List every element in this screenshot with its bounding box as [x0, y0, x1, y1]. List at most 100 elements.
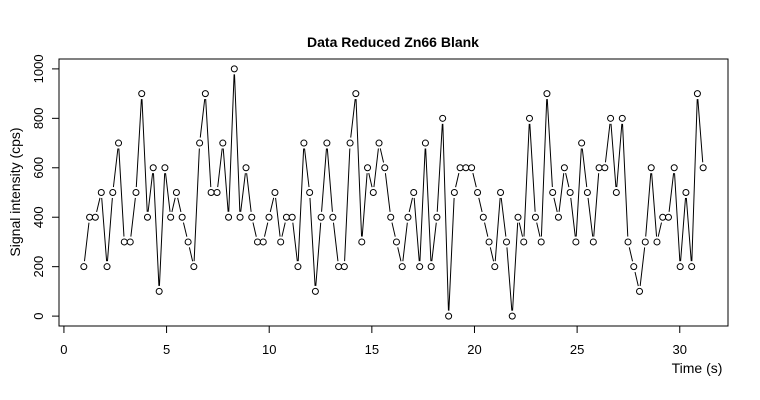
data-point: [375, 139, 383, 147]
data-point: [630, 263, 638, 271]
data-point: [115, 139, 123, 147]
data-point: [294, 263, 302, 271]
data-point: [525, 114, 533, 122]
data-point: [346, 139, 354, 147]
data-point: [381, 164, 389, 172]
chart-title: Data Reduced Zn66 Blank: [307, 34, 479, 50]
data-point: [450, 189, 458, 196]
data-point: [462, 164, 470, 172]
data-point: [560, 164, 568, 172]
y-tick-label: 0: [31, 312, 46, 319]
data-point: [589, 238, 597, 246]
data-point: [554, 213, 562, 221]
data-point: [641, 238, 649, 246]
data-point: [155, 287, 163, 295]
data-point: [601, 164, 609, 172]
x-axis-label: Time (s): [672, 360, 723, 376]
data-point: [514, 213, 522, 221]
data-point: [172, 189, 180, 196]
data-point: [607, 114, 615, 122]
data-point: [80, 263, 88, 271]
x-tick-label: 25: [570, 342, 584, 357]
data-point: [184, 238, 192, 246]
data-point: [103, 263, 111, 271]
data-point: [242, 164, 250, 172]
data-point: [612, 189, 620, 196]
data-point: [445, 312, 453, 320]
data-point: [549, 189, 557, 196]
data-point: [479, 213, 487, 221]
data-point: [254, 238, 262, 246]
data-point: [178, 213, 186, 221]
data-point: [329, 213, 337, 221]
data-point: [653, 238, 661, 246]
data-point: [248, 213, 256, 221]
data-point: [688, 263, 696, 271]
data-point: [387, 213, 395, 221]
data-point: [143, 213, 151, 221]
y-axis-label: Signal intensity (cps): [7, 127, 23, 256]
data-point: [404, 213, 412, 221]
x-tick-label: 15: [365, 342, 379, 357]
data-point: [433, 213, 441, 221]
y-tick-label: 800: [31, 107, 46, 129]
data-point: [340, 263, 348, 271]
data-point: [358, 238, 366, 246]
data-point: [109, 189, 117, 196]
data-point: [491, 263, 499, 271]
data-point: [364, 164, 372, 172]
data-point: [583, 189, 591, 196]
data-point: [91, 213, 99, 221]
data-point: [335, 263, 343, 271]
data-point: [300, 139, 308, 147]
data-point: [149, 164, 157, 172]
data-point: [138, 90, 146, 98]
data-point: [676, 263, 684, 271]
x-tick-label: 0: [60, 342, 67, 357]
y-tick-label: 200: [31, 256, 46, 278]
data-point: [225, 213, 233, 221]
data-point: [311, 287, 319, 295]
data-point: [474, 189, 482, 196]
data-point: [190, 263, 198, 271]
data-point: [236, 213, 244, 221]
x-tick-label: 30: [673, 342, 687, 357]
data-point: [503, 238, 511, 246]
data-point: [699, 164, 707, 172]
data-point: [271, 189, 279, 196]
data-point: [664, 213, 672, 221]
data-point: [196, 139, 204, 147]
data-point: [306, 189, 314, 196]
data-point: [659, 213, 667, 221]
data-point: [282, 213, 290, 221]
data-point: [531, 213, 539, 221]
data-point: [508, 312, 516, 320]
data-point: [213, 189, 221, 196]
x-tick-label: 10: [262, 342, 276, 357]
data-point: [693, 90, 701, 98]
data-point: [572, 238, 580, 246]
data-point: [230, 65, 238, 73]
data-point: [132, 189, 140, 196]
data-point: [161, 164, 169, 172]
data-point: [427, 263, 435, 271]
data-point: [468, 164, 476, 172]
data-point: [578, 139, 586, 147]
data-point: [520, 238, 528, 246]
data-point: [456, 164, 464, 172]
data-point: [277, 238, 285, 246]
data-point: [97, 189, 105, 196]
y-tick-label: 600: [31, 157, 46, 179]
data-point: [595, 164, 603, 172]
data-point: [86, 213, 94, 221]
data-point: [219, 139, 227, 147]
data-point: [636, 287, 644, 295]
y-tick-label: 1000: [31, 54, 46, 83]
data-point: [421, 139, 429, 147]
data-point: [537, 238, 545, 246]
data-point: [352, 90, 360, 98]
data-point: [207, 189, 215, 196]
data-point: [647, 164, 655, 172]
data-point: [624, 238, 632, 246]
